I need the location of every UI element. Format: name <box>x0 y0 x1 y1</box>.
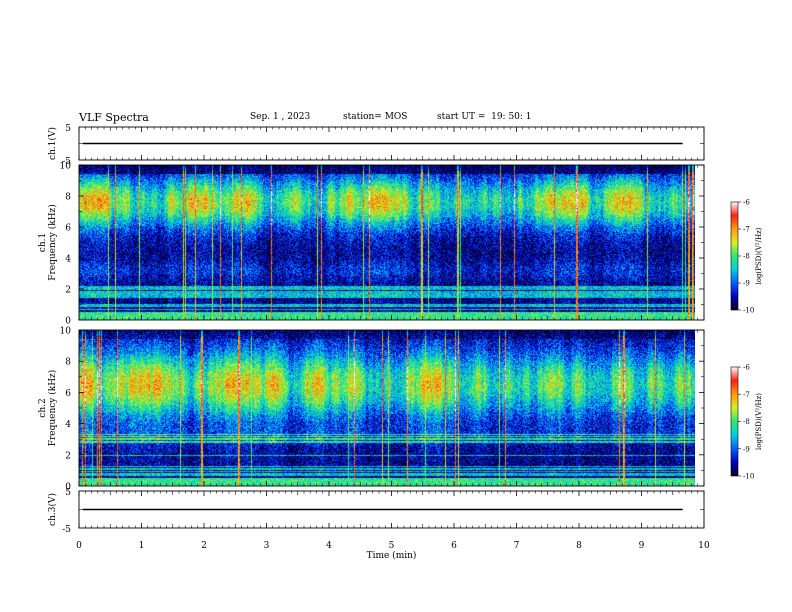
x-tick-label: 10 <box>698 541 710 551</box>
colorbar-tick-label: -9 <box>743 445 750 453</box>
colorbar-tick-label: -6 <box>743 364 750 372</box>
y-tick-label: 10 <box>60 327 72 337</box>
date-label: Sep. 1 , 2023 <box>250 112 311 122</box>
y-tick-label: 8 <box>65 193 71 203</box>
y-tick-label: 6 <box>65 389 71 399</box>
x-tick-label: 5 <box>389 541 395 551</box>
y-axis-label-frequency: Frequency (kHz) <box>47 204 58 281</box>
spectrogram-image <box>79 165 695 320</box>
colorbar <box>730 366 739 477</box>
colorbar-tick-label: -10 <box>743 473 754 481</box>
colorbar-label: log(PSD)(V²/Hz) <box>755 227 763 284</box>
y-tick-label: 0 <box>65 317 71 327</box>
y-axis-label-channel: ch.2 <box>38 398 48 417</box>
y-tick-label: 2 <box>65 286 71 296</box>
x-tick-label: 7 <box>514 541 520 551</box>
y-tick-label: 5 <box>65 124 71 134</box>
y-tick-label: 4 <box>65 420 71 430</box>
x-tick-label: 8 <box>576 541 582 551</box>
y-tick-label: 6 <box>65 224 71 234</box>
x-tick-label: 3 <box>264 541 270 551</box>
y-axis-label-channel: ch.1 <box>38 233 48 252</box>
x-tick-label: 9 <box>639 541 645 551</box>
colorbar-tick-label: -7 <box>743 391 750 399</box>
colorbar-tick-label: -8 <box>743 253 750 261</box>
colorbar-tick-label: -9 <box>743 280 750 288</box>
colorbar-label: log(PSD)(V²/Hz) <box>755 393 763 450</box>
y-tick-label: 10 <box>60 162 72 172</box>
y-axis-label-frequency: Frequency (kHz) <box>47 370 58 447</box>
y-axis-label: ch.1(V) <box>47 127 58 160</box>
x-tick-label: 6 <box>451 541 457 551</box>
y-tick-label: 0 <box>65 483 71 493</box>
colorbar <box>730 201 739 311</box>
x-tick-label: 1 <box>139 541 145 551</box>
colorbar-tick-label: -8 <box>743 418 750 426</box>
y-tick-label: 8 <box>65 358 71 368</box>
x-tick-label: 4 <box>326 541 332 551</box>
x-tick-label: 0 <box>76 541 82 551</box>
y-tick-label: 4 <box>65 255 71 265</box>
y-axis-label: ch.3(V) <box>47 493 58 526</box>
x-tick-label: 2 <box>201 541 207 551</box>
start-ut-label: start UT = 19: 50: 1 <box>437 112 532 122</box>
colorbar-tick-label: -7 <box>743 226 750 234</box>
x-axis-label: Time (min) <box>367 550 417 561</box>
y-tick-label: -5 <box>62 157 71 167</box>
colorbar-tick-label: -10 <box>743 307 754 315</box>
spectrogram-image <box>79 330 695 486</box>
station-label: station= MOS <box>343 112 408 122</box>
colorbar-tick-label: -6 <box>743 199 750 207</box>
y-tick-label: 2 <box>65 451 71 461</box>
chart-title: VLF Spectra <box>79 111 149 124</box>
y-tick-label: -5 <box>62 525 71 535</box>
y-tick-label: 5 <box>65 488 71 498</box>
